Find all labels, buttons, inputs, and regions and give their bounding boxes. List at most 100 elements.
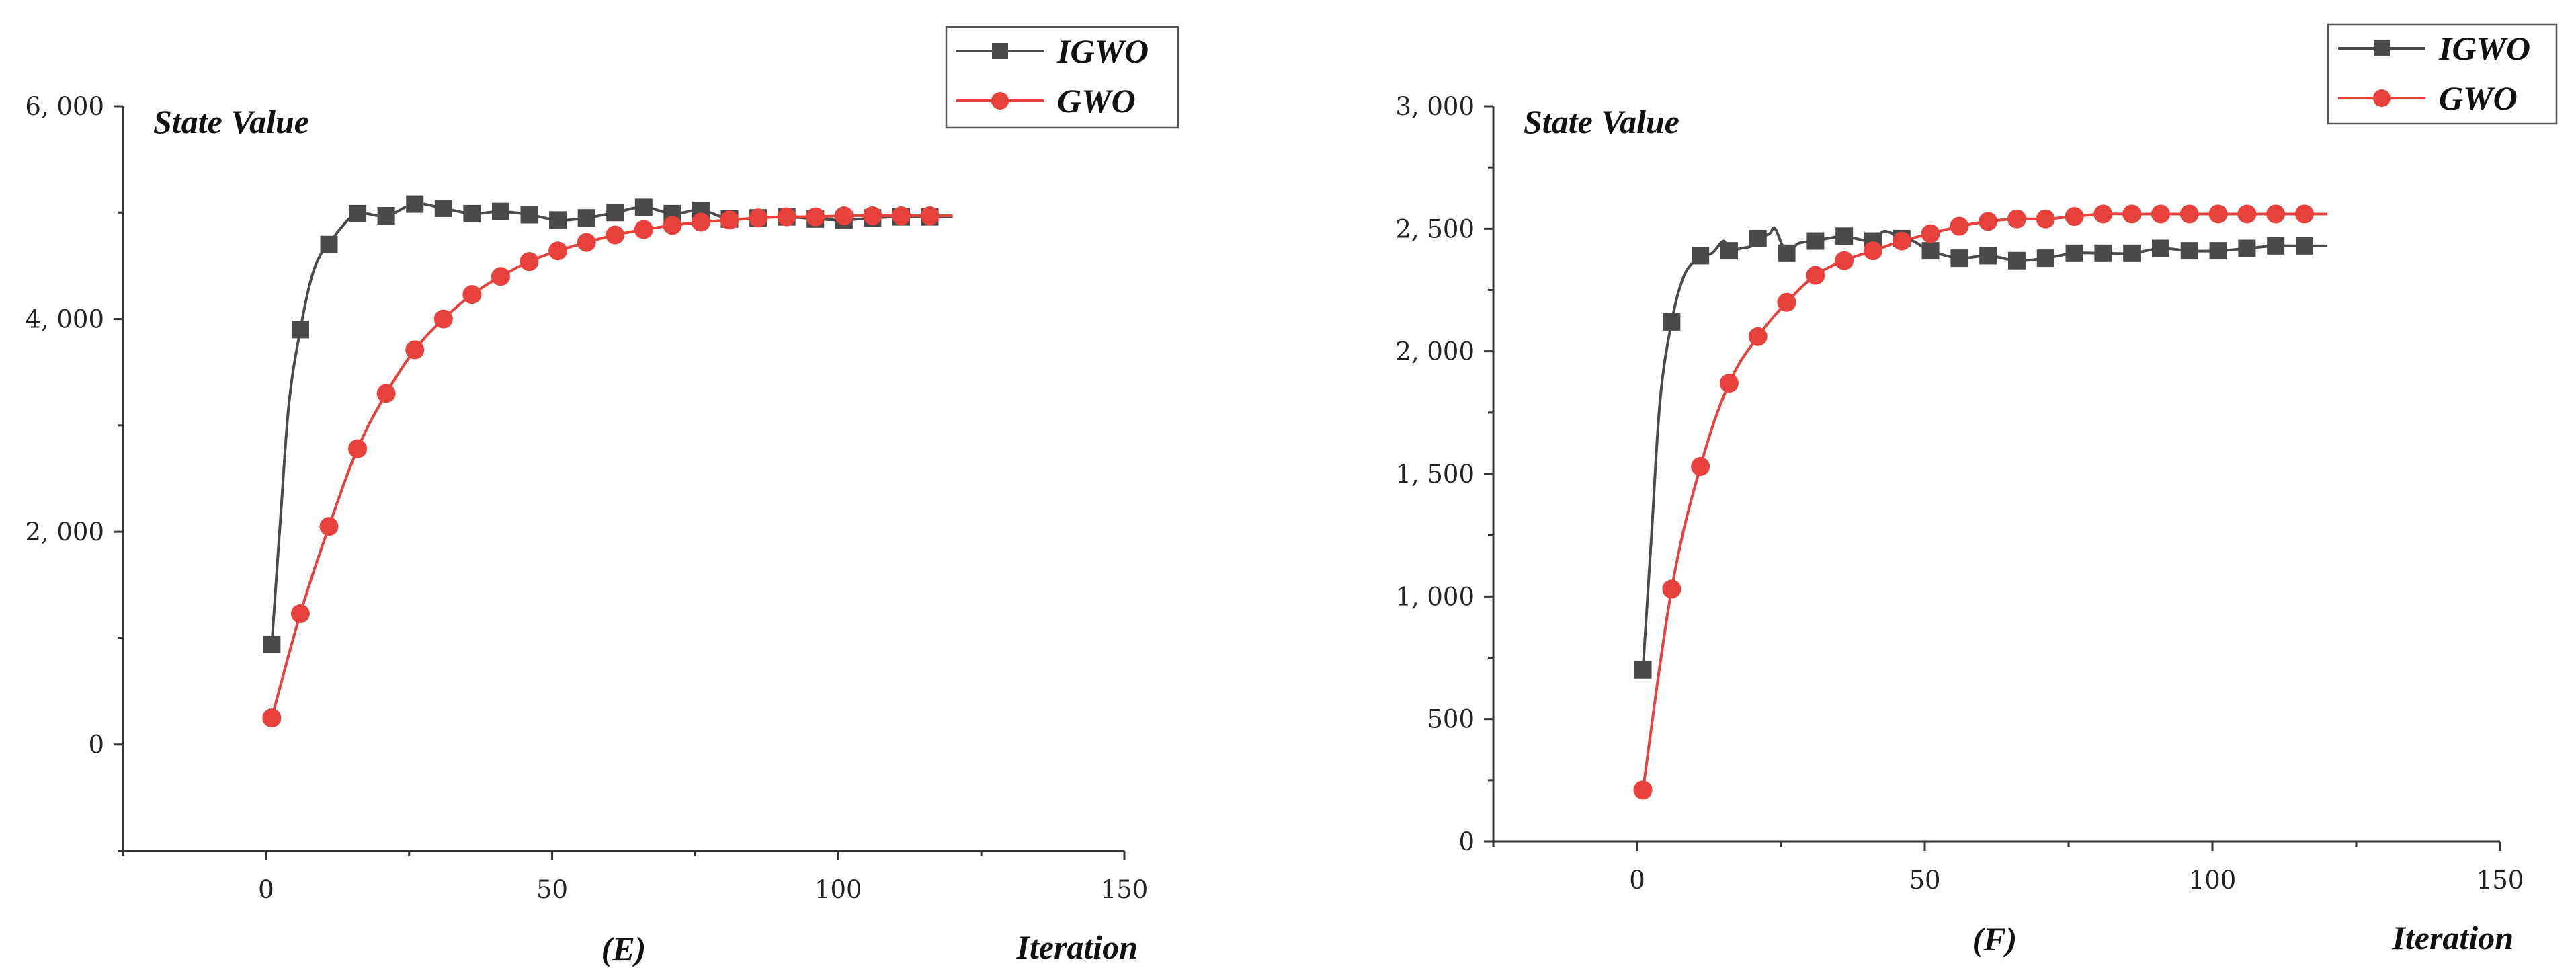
- x-tick-label: 150: [2477, 866, 2524, 895]
- data-point: [691, 212, 710, 232]
- data-point: [262, 708, 282, 728]
- y-tick-label: 6, 000: [25, 92, 104, 121]
- data-point: [377, 207, 395, 225]
- y-axis-title: State Value: [1524, 103, 1679, 140]
- data-point: [1806, 266, 1825, 285]
- panel-label: (F): [1972, 920, 2018, 958]
- data-point: [1749, 229, 1767, 247]
- data-point: [634, 198, 653, 216]
- data-point: [1921, 242, 1940, 260]
- y-tick-label: 0: [88, 731, 104, 760]
- data-point: [1863, 241, 1882, 261]
- legend-box: [2327, 23, 2558, 125]
- data-point: [1692, 247, 1710, 265]
- data-point: [2180, 242, 2198, 260]
- chart-panel-e: 0 2, 000 4, 000 6, 000 0 50 100 150 State Value I…: [25, 26, 1179, 967]
- data-point: [806, 207, 825, 227]
- data-point: [577, 233, 596, 252]
- data-point: [863, 206, 882, 226]
- data-point: [2238, 239, 2256, 257]
- legend: IGWO GWO: [2327, 23, 2558, 125]
- data-point: [348, 439, 368, 458]
- data-point: [777, 207, 796, 227]
- data-point: [2036, 209, 2055, 229]
- series-gwo: [262, 206, 953, 728]
- series-line: [270, 202, 953, 645]
- data-point: [2036, 249, 2054, 268]
- y-tick-label: 2, 000: [25, 518, 104, 546]
- x-tick-label: 50: [536, 875, 568, 904]
- data-point: [1634, 661, 1652, 679]
- data-point: [520, 206, 538, 224]
- data-point: [2295, 237, 2313, 255]
- data-point: [663, 216, 682, 235]
- y-axis-title: State Value: [153, 103, 309, 140]
- series-igwo: [263, 195, 953, 653]
- y-tick-label: 0: [1458, 827, 1474, 856]
- data-point: [1950, 249, 1968, 268]
- data-point: [834, 206, 854, 226]
- legend-marker: [992, 43, 1008, 59]
- data-point: [548, 241, 568, 261]
- data-point: [1835, 251, 1854, 270]
- legend-label: GWO: [1057, 82, 1136, 120]
- data-point: [2065, 244, 2083, 262]
- data-point: [720, 210, 739, 230]
- data-point: [1979, 247, 1997, 265]
- x-tick-label: 100: [2189, 866, 2237, 895]
- legend-box: [945, 26, 1179, 129]
- data-point: [2209, 242, 2227, 260]
- data-point: [2208, 204, 2228, 224]
- data-point: [463, 204, 481, 222]
- chart-panel-f: 0 500 1, 000 1, 500 2, 000 2, 500 3, 000 0 50 100…: [1395, 23, 2558, 958]
- data-point: [1979, 212, 1998, 231]
- x-tick-label: 0: [258, 875, 274, 904]
- data-point: [2094, 244, 2112, 262]
- legend-item-gwo: GWO: [956, 82, 1136, 120]
- data-point: [290, 604, 310, 624]
- legend-label: GWO: [2439, 79, 2518, 117]
- data-point: [2123, 244, 2141, 262]
- y-tick-label: 4, 000: [25, 305, 104, 334]
- legend-label: IGWO: [2438, 30, 2530, 67]
- data-point: [491, 267, 510, 286]
- x-tick-label: 150: [1101, 875, 1149, 904]
- x-tick-label: 0: [1629, 866, 1645, 895]
- data-point: [2122, 204, 2142, 224]
- data-point: [2294, 204, 2314, 224]
- data-point: [1720, 242, 1738, 260]
- data-point: [1892, 231, 1911, 251]
- data-point: [606, 225, 625, 245]
- data-point: [920, 206, 940, 226]
- x-tick-label: 50: [1909, 866, 1940, 895]
- data-point: [1719, 374, 1739, 393]
- data-point: [433, 309, 453, 329]
- series-line: [1641, 226, 2328, 670]
- series-line: [1641, 212, 2328, 790]
- data-point: [320, 235, 338, 253]
- panel-label: (E): [601, 930, 647, 967]
- x-tick-label: 100: [815, 875, 862, 904]
- y-tick-label: 1, 000: [1395, 582, 1474, 611]
- series-gwo: [1633, 204, 2328, 800]
- y-tick-label: 2, 500: [1395, 214, 1474, 243]
- legend-marker: [2373, 89, 2391, 107]
- data-point: [1633, 780, 1653, 800]
- data-point: [606, 204, 624, 222]
- data-point: [749, 208, 768, 228]
- x-axis-title: Iteration: [1015, 928, 1138, 966]
- data-point: [376, 384, 396, 403]
- data-point: [2237, 204, 2257, 224]
- data-point: [2151, 204, 2170, 224]
- series-line: [270, 214, 953, 719]
- data-point: [577, 209, 595, 227]
- data-point: [891, 206, 911, 226]
- data-point: [263, 635, 281, 653]
- legend-item-gwo: GWO: [2338, 79, 2518, 117]
- y-tick-label: 2, 000: [1395, 337, 1474, 366]
- data-point: [2151, 239, 2169, 257]
- data-point: [319, 517, 339, 536]
- data-point: [349, 204, 367, 222]
- data-point: [1950, 216, 1969, 236]
- data-point: [1748, 327, 1768, 346]
